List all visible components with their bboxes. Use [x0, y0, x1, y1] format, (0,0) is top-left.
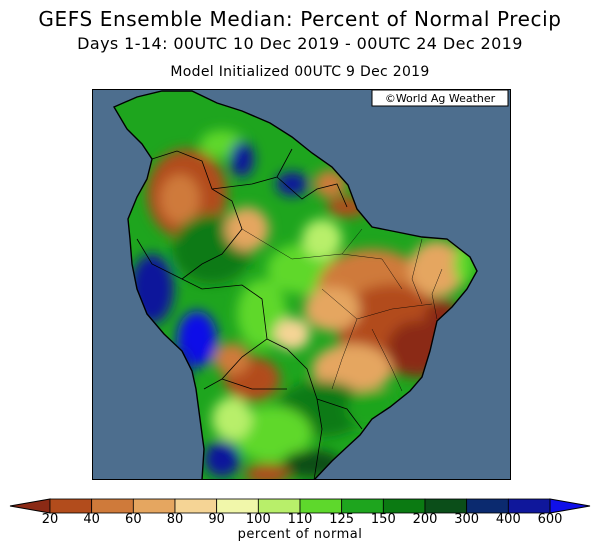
colorbar-end-high — [549, 498, 591, 514]
colorbar-cell — [424, 498, 468, 514]
colorbar-tick-label: 400 — [495, 512, 521, 527]
colorbar-tick-label: 90 — [208, 512, 225, 527]
colorbar-cell — [466, 498, 509, 514]
precip-field — [130, 130, 474, 480]
colorbar-cell — [341, 498, 384, 514]
colorbar-cell — [132, 498, 176, 514]
colorbar-cell — [49, 498, 93, 514]
colorbar-cell — [257, 498, 301, 514]
credit-box: ©World Ag Weather — [371, 89, 509, 107]
colorbar-cell — [216, 498, 259, 514]
colorbar-tick-label: 150 — [370, 512, 396, 527]
model-init-time: Model Initialized 00UTC 9 Dec 2019 — [170, 64, 430, 80]
map-title: GEFS Ensemble Median: Percent of Normal … — [38, 7, 562, 31]
colorbar — [9, 498, 591, 514]
colorbar-tick-label: 20 — [41, 512, 59, 527]
credit-text: ©World Ag Weather — [385, 92, 496, 105]
colorbar-cell — [507, 498, 551, 514]
colorbar-cell — [91, 498, 134, 514]
state-borders — [241, 228, 443, 392]
colorbar-cell — [382, 498, 426, 514]
colorbar-cell — [299, 498, 343, 514]
colorbar-tick-label: 110 — [287, 512, 313, 527]
colorbar-cell — [174, 498, 218, 514]
colorbar-tick-label: 100 — [245, 512, 271, 527]
colorbar-tick-label: 40 — [83, 512, 100, 527]
colorbar-tick-label: 60 — [125, 512, 142, 527]
colorbar-unit-label: percent of normal — [237, 527, 363, 542]
colorbar-tick-label: 80 — [166, 512, 184, 527]
forecast-period: Days 1-14: 00UTC 10 Dec 2019 - 00UTC 24 … — [77, 34, 523, 53]
colorbar-tick-label: 300 — [454, 512, 480, 527]
colorbar-tick-label: 200 — [412, 512, 438, 527]
colorbar-tick-label: 125 — [329, 512, 355, 527]
country-borders — [136, 148, 363, 480]
colorbar-end-low — [9, 498, 51, 514]
map-frame — [92, 89, 511, 480]
precip-map: ©World Ag Weather — [92, 89, 511, 480]
colorbar-tick-label: 600 — [537, 512, 563, 527]
